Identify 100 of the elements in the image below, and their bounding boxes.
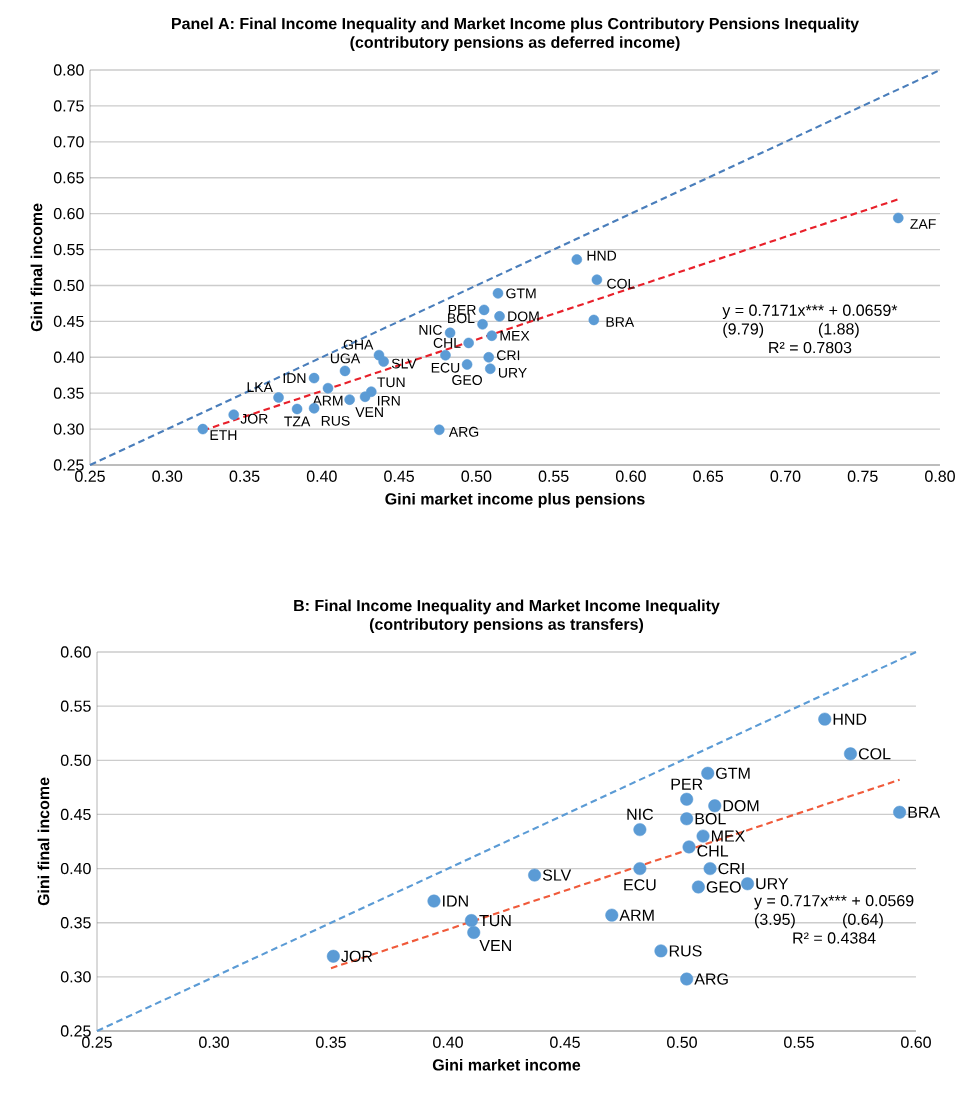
point [291,403,303,415]
y-tick-label: 0.65 [53,172,84,184]
x-tick-label: 0.50 [461,470,492,482]
annotation: CRI [718,862,744,875]
point [844,747,857,761]
x-tick-label: 0.70 [770,470,801,482]
y-tick-label: 0.50 [53,279,84,292]
annotation: PER [448,305,476,315]
point [339,365,351,377]
annotation: RUS [669,945,702,957]
point [467,926,481,939]
y-tick-label: 0.25 [60,1025,91,1037]
chart-title: Panel A: Final Income Inequality and Market Income plus Contributory Pensions Inequality [172,17,859,33]
point [378,356,389,367]
annotation: HND [833,713,867,725]
annotation: y = 0.7171x*** + 0.0659* [722,304,898,320]
x-tick-label: 0.55 [784,1036,814,1048]
annotation: IRN [377,395,400,406]
annotation: ECU [624,879,656,891]
x-tick-label: 0.45 [550,1036,580,1048]
x-tick-label: 0.40 [433,1036,463,1048]
point [477,318,488,330]
annotation: TZA [284,416,311,427]
point [682,840,696,854]
annotation: JOR [341,950,373,962]
y-tick-label: 0.70 [53,136,84,148]
y-tick-label: 0.30 [53,423,84,435]
y-tick-label: 0.60 [53,207,84,220]
annotation: JOR [240,413,268,424]
annotation: DOM [723,800,759,812]
point [633,823,647,837]
chart-title: B: Final Income Inequality and Market Income Inequality [294,599,720,615]
point [654,944,668,958]
annotation: GEO [452,375,482,385]
point [588,314,600,326]
y-tick-label: 0.25 [53,459,84,471]
x-tick-label: 0.45 [384,470,414,482]
point [326,949,340,963]
annotation: LKA [247,382,273,392]
y-tick-label: 0.50 [60,754,91,766]
x-tick-label: 0.80 [925,470,955,482]
point [427,894,441,908]
point [708,799,722,813]
point [344,394,355,405]
annotation: GTM [716,767,750,779]
point [273,392,284,403]
annotation: ARG [448,426,479,437]
annotation: ZAF [910,219,936,229]
chart-subtitle: (contributory pensions as transfers) [369,618,644,634]
point [478,304,490,316]
annotation: IDN [283,373,306,383]
annotation: DOM [508,311,539,322]
point [228,409,239,420]
x-tick-label: 0.60 [615,470,646,482]
point [680,792,694,806]
x-axis-title: Gini market income [432,1058,581,1071]
annotation: IDN [443,895,468,907]
y-tick-label: 0.60 [60,646,91,658]
point [322,382,334,394]
annotation: SLV [542,869,572,881]
annotation: ECU [431,362,460,373]
annotation: VEN [479,940,511,952]
point [893,805,907,819]
annotation: COL [858,748,891,760]
point [440,349,451,361]
annotation: GTM [506,288,536,299]
y-tick-label: 0.45 [53,315,84,328]
point [492,288,504,299]
annotation: COL [607,278,635,289]
annotation: URY [498,367,527,378]
point [680,972,694,986]
point [494,311,505,322]
x-tick-label: 0.60 [901,1036,931,1048]
annotation: PER [671,778,703,790]
x-tick-label: 0.65 [693,470,724,482]
x-tick-label: 0.55 [538,470,569,482]
point [463,337,474,349]
point [696,829,710,843]
y-axis-title: Gini final income [37,777,50,906]
y-tick-label: 0.55 [53,243,84,256]
annotation: MEX [500,330,530,341]
annotation: ARG [694,973,728,985]
annotation: NIC [419,324,442,335]
x-tick-label: 0.30 [152,470,183,482]
annotation: RUS [321,415,350,426]
annotation: ETH [210,430,237,440]
x-tick-label: 0.35 [229,470,260,482]
annotation: BOL [695,813,726,825]
point [485,363,496,375]
y-axis-title: Gini final income [30,203,43,332]
annotation: (1.88) [818,322,859,338]
point [197,423,209,435]
point [893,212,904,224]
y-tick-label: 0.30 [60,971,91,983]
annotation: CHL [697,845,729,857]
point [741,877,754,891]
y-tick-label: 0.40 [53,351,84,363]
x-axis-title: Gini market income plus pensions [385,492,645,508]
annotation: HND [587,250,617,261]
annotation: R² = 0.7803 [769,341,852,354]
